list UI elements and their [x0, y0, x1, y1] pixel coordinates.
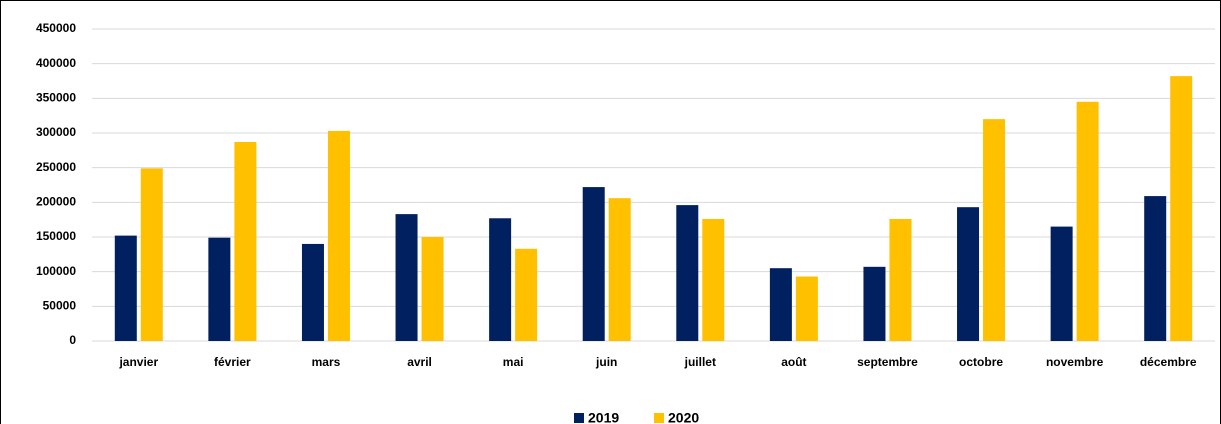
x-tick-label: novembre — [1046, 355, 1104, 369]
y-tick-label: 100000 — [36, 264, 76, 278]
bar — [234, 142, 257, 341]
bar — [140, 168, 163, 341]
x-tick-label: mai — [503, 355, 524, 369]
y-tick-label: 250000 — [36, 160, 76, 174]
bar — [395, 214, 418, 341]
x-tick-label: septembre — [857, 355, 918, 369]
legend-label: 2019 — [588, 410, 619, 424]
bar — [702, 218, 725, 341]
bar — [1076, 101, 1099, 341]
x-tick-label: juin — [595, 355, 617, 369]
y-tick-label: 300000 — [36, 125, 76, 139]
x-tick-label: avril — [407, 355, 432, 369]
y-tick-label: 0 — [69, 333, 76, 347]
bar — [1050, 226, 1073, 341]
bar — [608, 198, 631, 341]
bar — [582, 187, 605, 341]
legend-swatch — [574, 413, 584, 423]
bar — [421, 237, 444, 341]
bar — [676, 205, 699, 341]
bar — [1170, 76, 1193, 341]
x-tick-label: août — [781, 355, 806, 369]
x-tick-label: juillet — [684, 355, 716, 369]
bar — [301, 243, 324, 341]
bar — [208, 237, 231, 341]
legend-swatch — [654, 413, 664, 423]
y-tick-label: 350000 — [36, 91, 76, 105]
x-tick-label: décembre — [1140, 355, 1197, 369]
bar — [1144, 196, 1167, 341]
bar — [957, 207, 980, 341]
x-tick-label: janvier — [118, 355, 158, 369]
y-tick-label: 450000 — [36, 21, 76, 35]
bar — [489, 218, 512, 341]
bar — [769, 268, 792, 341]
legend-label: 2020 — [668, 410, 699, 424]
bar — [327, 130, 350, 341]
bar — [795, 276, 818, 341]
x-tick-label: octobre — [959, 355, 1003, 369]
bar — [114, 235, 137, 341]
bar — [863, 266, 886, 341]
bar — [983, 119, 1006, 341]
y-tick-label: 400000 — [36, 56, 76, 70]
bar — [515, 248, 538, 341]
x-tick-label: mars — [312, 355, 341, 369]
y-tick-label: 200000 — [36, 195, 76, 209]
y-tick-label: 150000 — [36, 229, 76, 243]
legend: 2019 2020 — [574, 410, 699, 424]
bar — [889, 218, 912, 341]
x-tick-label: février — [214, 355, 251, 369]
y-tick-label: 50000 — [43, 299, 77, 313]
